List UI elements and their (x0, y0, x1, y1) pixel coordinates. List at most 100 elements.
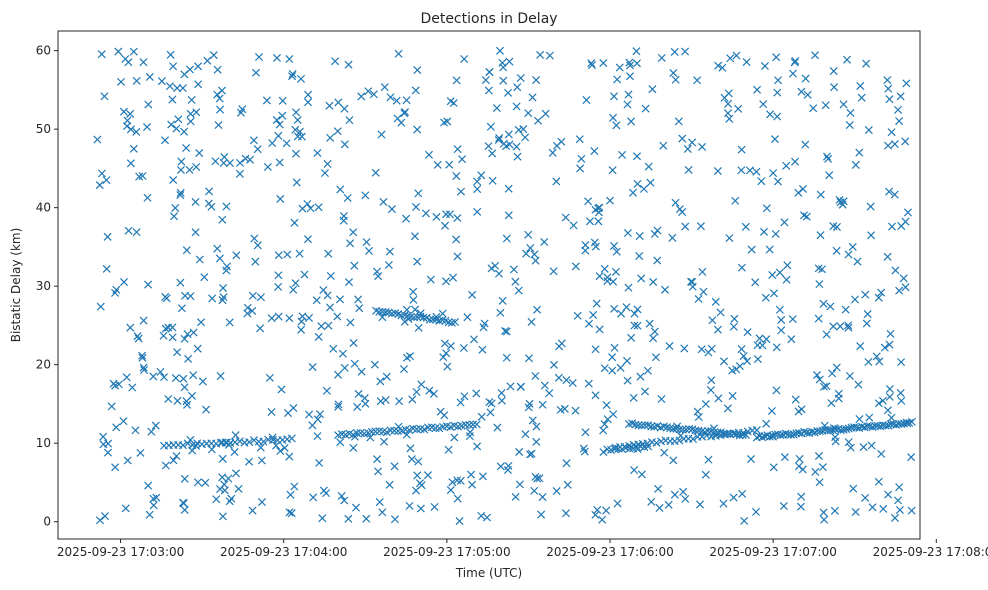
data-point-798 (268, 139, 277, 148)
data-point-338 (413, 257, 422, 266)
data-point-604 (830, 83, 839, 92)
data-point-1168 (768, 431, 777, 440)
data-point-187 (605, 196, 615, 205)
data-point-29 (890, 140, 899, 149)
data-point-599 (783, 261, 792, 270)
data-point-108 (608, 353, 617, 362)
data-point-306 (678, 134, 687, 143)
data-point-992 (421, 209, 430, 218)
data-point-264 (775, 305, 784, 314)
data-point-597 (859, 443, 868, 452)
data-point-517 (103, 232, 112, 241)
data-point-191 (340, 140, 349, 149)
data-point-442 (453, 252, 462, 261)
data-point-739 (584, 379, 593, 388)
data-point-1158 (739, 428, 748, 437)
data-point-682 (439, 353, 448, 362)
data-point-904 (333, 312, 342, 321)
data-point-360 (844, 438, 853, 447)
data-point-292 (180, 127, 189, 136)
data-point-405 (512, 142, 521, 151)
data-point-390 (248, 306, 257, 315)
data-point-722 (714, 61, 723, 70)
data-point-109 (864, 357, 873, 367)
data-point-195 (357, 92, 366, 101)
y-tick-label-1: 10 (36, 436, 51, 450)
data-point-313 (669, 456, 678, 465)
data-point-959 (295, 127, 304, 136)
data-point-1099 (647, 422, 656, 431)
data-point-671 (707, 376, 716, 385)
data-point-228 (701, 470, 710, 479)
data-point-432 (632, 59, 641, 68)
data-point-427 (265, 373, 274, 382)
data-point-550 (405, 501, 414, 510)
data-point-761 (334, 98, 343, 107)
data-point-208 (274, 312, 283, 321)
data-point-690 (215, 94, 224, 103)
data-point-999 (149, 501, 158, 510)
data-point-127 (297, 325, 306, 334)
data-point-720 (897, 358, 906, 367)
data-point-574 (416, 504, 425, 513)
data-point-991 (769, 463, 778, 472)
data-point-450 (139, 363, 148, 372)
data-point-19 (729, 322, 738, 331)
data-point-466 (338, 349, 347, 358)
data-point-795 (751, 507, 761, 516)
data-point-821 (413, 471, 422, 480)
data-point-812 (378, 508, 387, 517)
data-point-425 (645, 319, 654, 328)
data-point-272 (402, 353, 411, 362)
data-point-488 (334, 400, 343, 409)
data-point-666 (183, 330, 192, 339)
data-point-925 (285, 54, 294, 64)
y-tick-label-2: 20 (36, 358, 51, 372)
data-point-532 (460, 392, 469, 401)
data-point-816 (794, 407, 803, 416)
data-point-1004 (178, 441, 188, 450)
data-point-351 (248, 291, 257, 300)
data-point-318 (821, 101, 830, 110)
data-point-512 (526, 244, 535, 253)
data-point-985 (862, 319, 871, 328)
data-point-686 (590, 238, 599, 247)
data-point-367 (267, 314, 276, 323)
data-point-877 (699, 287, 708, 296)
data-point-755 (232, 251, 241, 260)
data-point-460 (225, 318, 234, 327)
data-point-343 (741, 222, 750, 231)
data-point-866 (251, 257, 260, 266)
data-point-498 (312, 296, 321, 305)
data-point-243 (591, 345, 600, 354)
data-point-820 (894, 105, 903, 114)
data-point-20 (610, 304, 619, 313)
data-point-110 (681, 222, 690, 231)
data-point-635 (180, 383, 189, 392)
data-point-659 (289, 285, 298, 294)
data-point-988 (486, 408, 495, 417)
data-point-921 (794, 462, 803, 471)
data-point-869 (99, 432, 108, 441)
data-point-465 (136, 448, 145, 457)
data-point-138 (649, 334, 658, 343)
data-point-384 (751, 278, 760, 287)
data-point-173 (138, 351, 147, 360)
data-point-724 (132, 127, 141, 136)
data-point-407 (274, 282, 283, 291)
data-point-515 (532, 437, 541, 446)
data-point-428 (445, 210, 454, 219)
data-point-503 (235, 169, 244, 178)
data-point-21 (291, 149, 300, 158)
data-point-487 (324, 249, 333, 258)
data-point-189 (637, 274, 646, 283)
data-point-392 (524, 230, 533, 239)
data-point-395 (780, 453, 789, 462)
data-point-808 (166, 50, 175, 59)
data-point-315 (739, 352, 748, 361)
data-point-773 (177, 304, 186, 313)
data-point-987 (530, 250, 539, 259)
data-point-828 (524, 354, 534, 363)
data-point-412 (315, 458, 324, 467)
data-point-347 (775, 268, 784, 277)
